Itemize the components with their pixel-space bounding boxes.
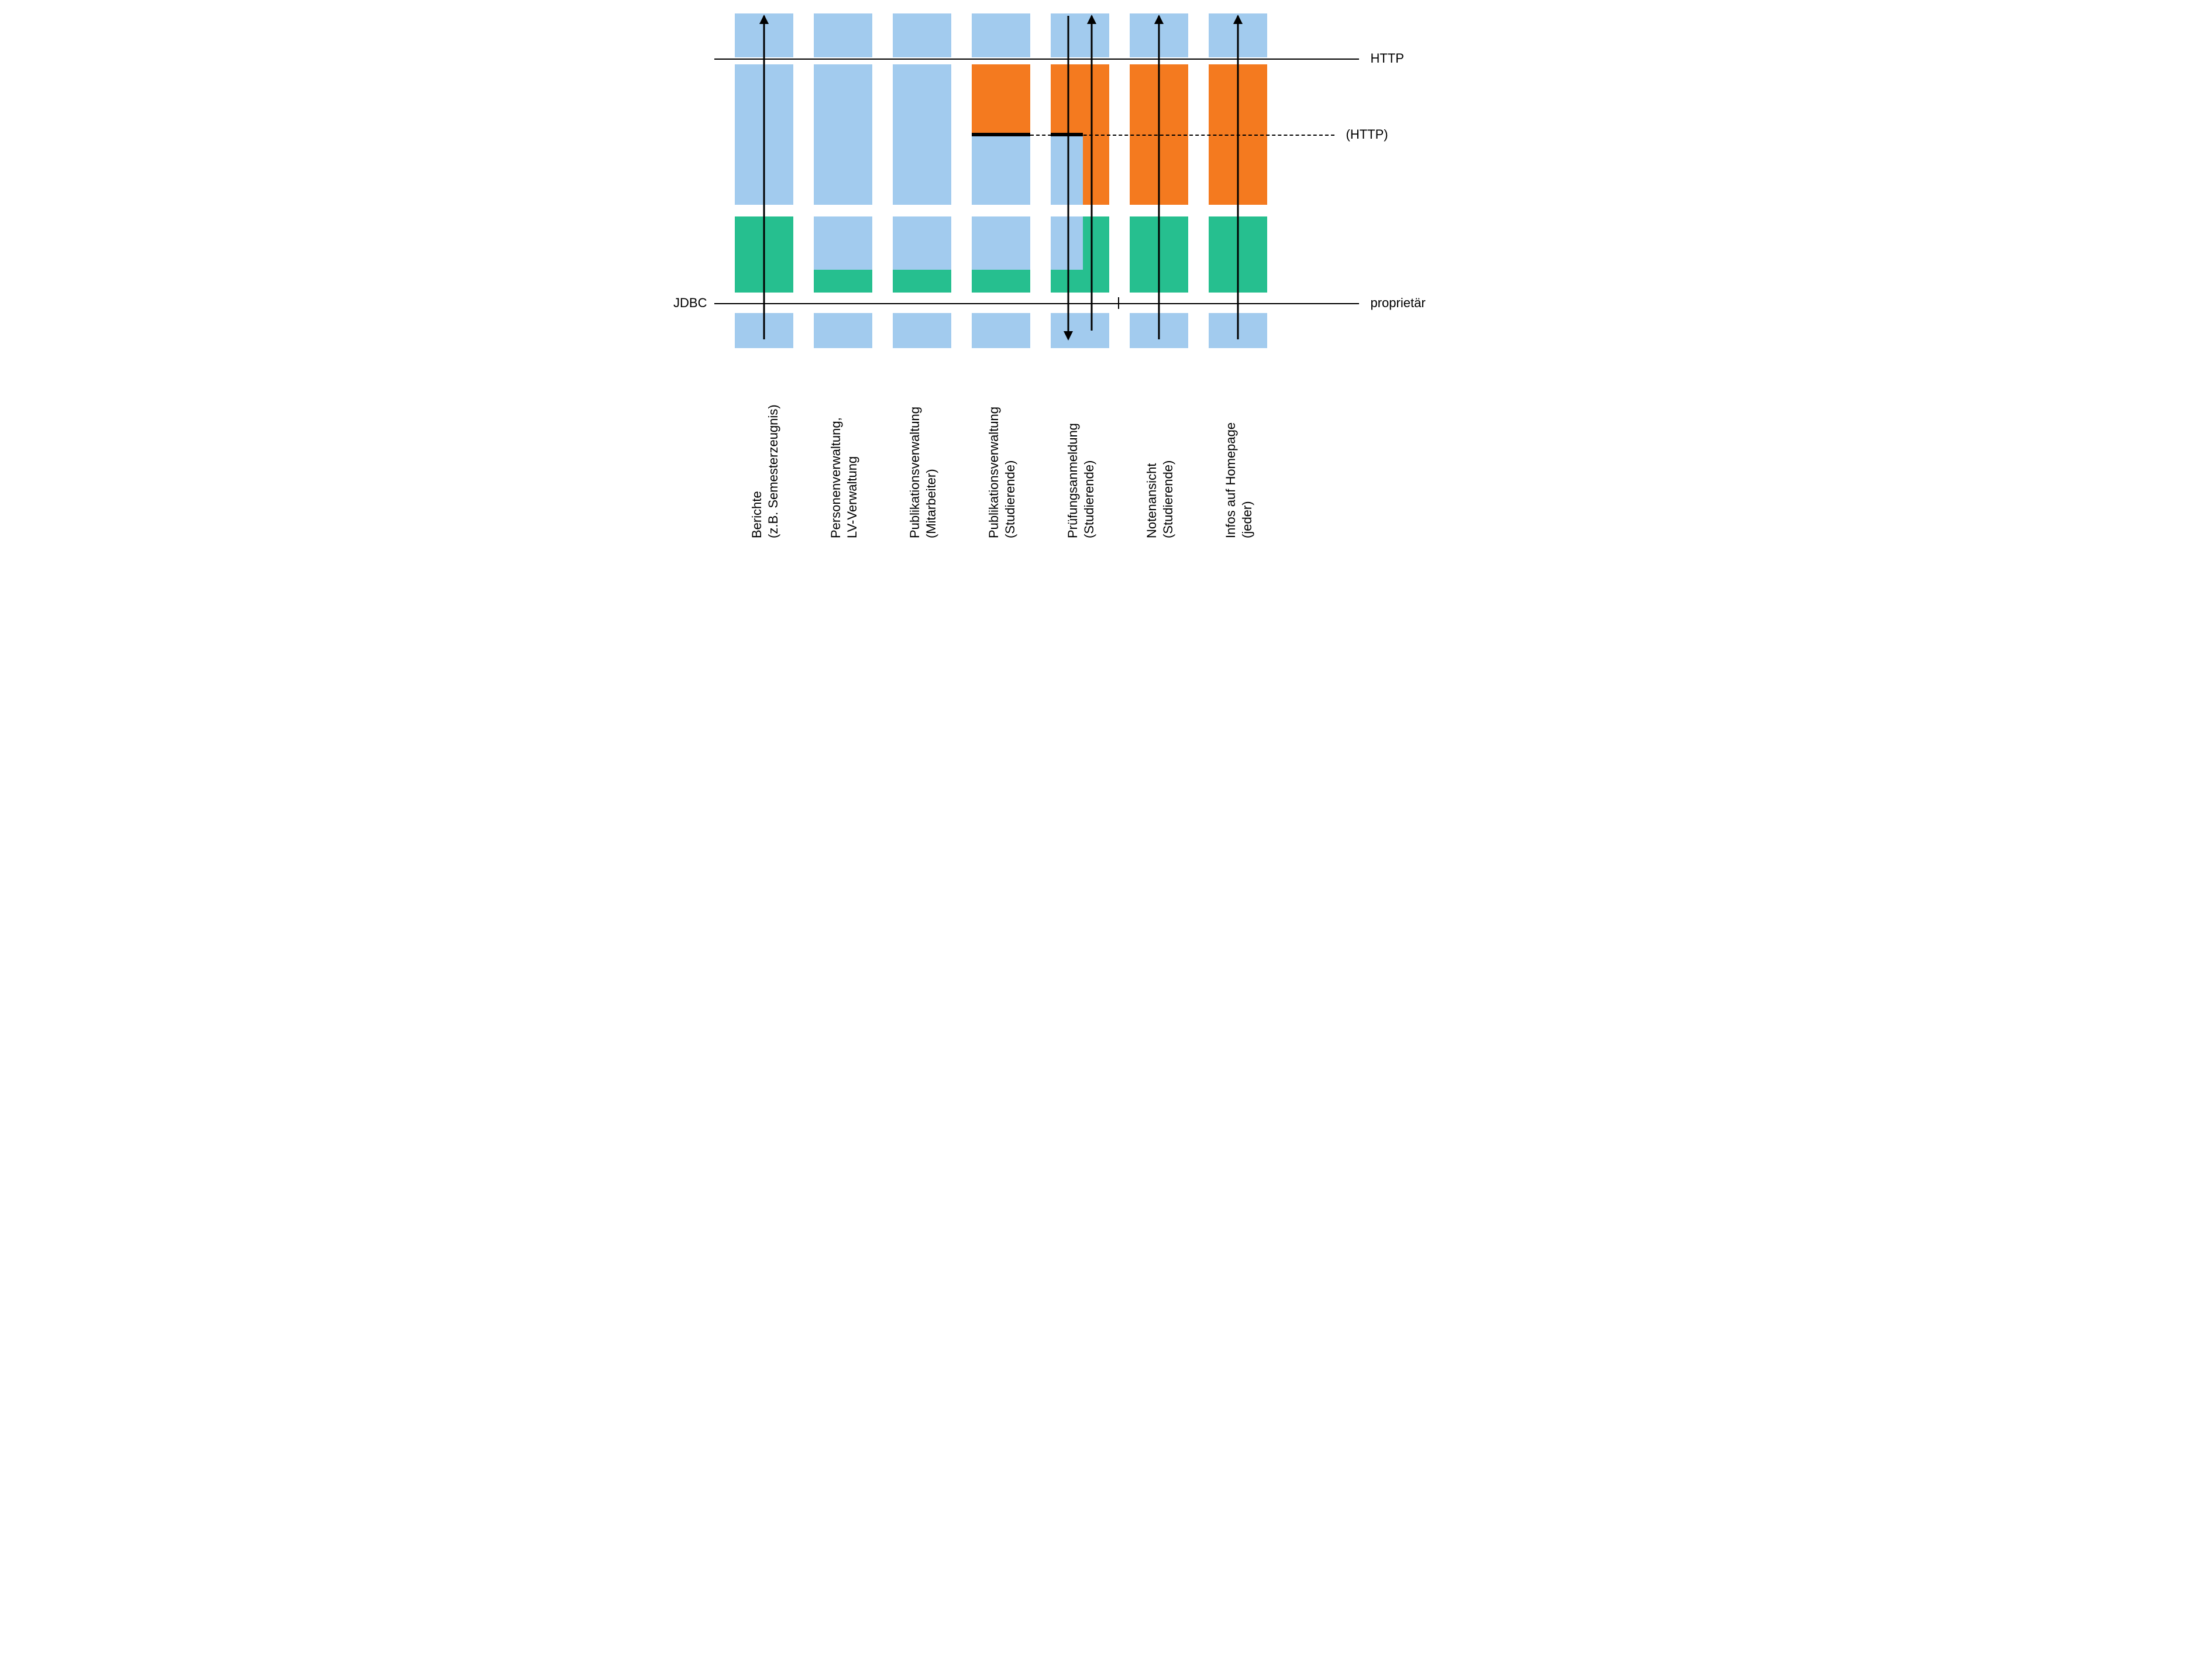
collabel-berichte: Berichte(z.B. Semesterzeugnis) [749, 404, 781, 538]
col-personen-low-bot [814, 270, 872, 293]
col-pub_studierende-mid-bot [972, 135, 1030, 205]
collabel-pub_studierende: Publikationsverwaltung(Studierende) [986, 407, 1018, 538]
collabel-personen: Personenverwaltung,LV-Verwaltung [828, 417, 860, 538]
collabel-pub_mitarbeiter: Publikationsverwaltung(Mitarbeiter) [907, 407, 939, 538]
col-pub_mitarbeiter-low-bot [893, 270, 951, 293]
col-pruefung-top [1051, 13, 1109, 57]
col-pub_studierende-bot [972, 313, 1030, 348]
label-jdbc-right: proprietär [1371, 295, 1426, 311]
label-http_paren-right: (HTTP) [1346, 127, 1388, 142]
line-jdbc-tick [1118, 297, 1119, 309]
col-pub_studierende-low-top [972, 216, 1030, 270]
arrow-pruefung-1 [1085, 9, 1099, 338]
arrow-noten-0 [1152, 9, 1166, 346]
col-personen-bot [814, 313, 872, 348]
col-pub_studierende-mid-sep [972, 133, 1030, 136]
collabel-pruefung: Prüfungsanmeldung(Studierende) [1065, 423, 1097, 538]
col-pub_mitarbeiter-low-top [893, 216, 951, 270]
arrow-berichte-0 [757, 9, 771, 346]
arrow-pruefung-0 [1061, 9, 1075, 346]
label-jdbc-left: JDBC [673, 295, 707, 311]
architecture-diagram: HTTP (HTTP) proprietär JDBC Berichte(z.B. Se… [668, 0, 1545, 667]
collabel-homepage: Infos auf Homepage(jeder) [1223, 422, 1255, 538]
col-personen-top [814, 13, 872, 57]
col-pub_mitarbeiter-top [893, 13, 951, 57]
col-pruefung-mid-top [1051, 64, 1109, 135]
collabel-noten: Notenansicht(Studierende) [1144, 460, 1176, 538]
col-pub_studierende-top [972, 13, 1030, 57]
col-pub_studierende-mid-top [972, 64, 1030, 135]
arrow-homepage-0 [1231, 9, 1245, 346]
col-pub_studierende-low-bot [972, 270, 1030, 293]
col-pruefung-bot [1051, 313, 1109, 348]
col-pub_mitarbeiter-mid [893, 64, 951, 205]
label-http-right: HTTP [1371, 51, 1404, 66]
col-personen-low-top [814, 216, 872, 270]
line-jdbc [714, 303, 1359, 304]
line-http [714, 59, 1359, 60]
col-personen-mid [814, 64, 872, 205]
line-http_paren [1030, 135, 1334, 136]
col-pub_mitarbeiter-bot [893, 313, 951, 348]
